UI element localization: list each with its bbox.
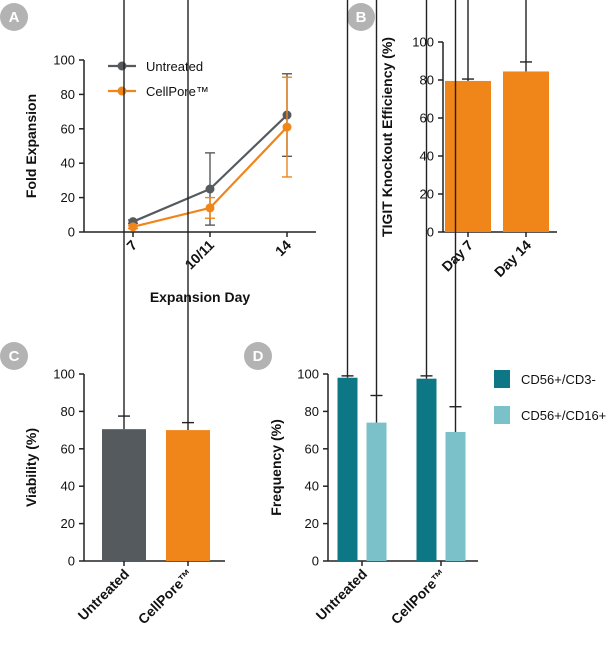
- bar-d: [366, 422, 387, 561]
- y-tick-label-c: 20: [61, 516, 75, 531]
- legend-swatch-marker-a: [117, 86, 127, 96]
- panel-badge-a: [0, 3, 28, 31]
- x-tick-label-b: Day 14: [491, 237, 534, 280]
- y-axis-title-c: Viability (%): [23, 428, 39, 507]
- y-axis-title-b: TIGIT Knockout Efficiency (%): [379, 37, 395, 237]
- y-tick-label-a: 80: [61, 87, 75, 102]
- data-point-a: [128, 222, 138, 232]
- panel-badge-c: [0, 342, 28, 370]
- y-tick-label-a: 0: [68, 225, 75, 240]
- y-tick-label-c: 60: [61, 441, 75, 456]
- legend-swatch-d: [494, 406, 510, 424]
- x-tick-label-d: Untreated: [313, 566, 371, 624]
- bar-c: [102, 429, 146, 561]
- panel-letter-a: A: [9, 9, 20, 26]
- panel-d: D 0 20 40 60 80 100 Frequency (%) Untreated CellP…: [244, 0, 606, 627]
- legend-label-d: CD56+/CD3-: [521, 372, 596, 387]
- panel-letter-d: D: [253, 348, 264, 365]
- bar-d: [445, 431, 466, 561]
- y-tick-label-d: 60: [305, 441, 319, 456]
- x-tick-label-d: CellPore™: [388, 566, 449, 627]
- x-tick-label-b: Day 7: [438, 237, 476, 275]
- x-tick-label-c: CellPore™: [135, 566, 196, 627]
- bar-c: [166, 430, 210, 561]
- y-tick-label-d: 80: [305, 404, 319, 419]
- panel-b: B020406080100TIGIT Knockout Efficiency (…: [347, 0, 557, 280]
- data-point-a: [205, 203, 215, 213]
- y-tick-label-b: 0: [427, 225, 434, 240]
- y-tick-label-d: 40: [305, 479, 319, 494]
- x-axis-title-a: Expansion Day: [150, 289, 251, 305]
- x-tick-label-a: 14: [272, 237, 294, 259]
- y-tick-label-c: 80: [61, 404, 75, 419]
- legend-swatch-marker-a: [117, 61, 127, 71]
- y-tick-label-a: 20: [61, 190, 75, 205]
- y-tick-label-d: 20: [305, 516, 319, 531]
- panel-a: A 0 20 40 60 80 100 Fold Expansion 7 10/11 14 Expan…: [0, 3, 316, 305]
- y-tick-label-d: 100: [297, 367, 319, 382]
- panel-letter-c: C: [9, 348, 20, 365]
- data-point-a: [205, 184, 215, 194]
- y-tick-label-c: 0: [68, 554, 75, 569]
- bar-d: [416, 378, 437, 561]
- legend-label-d: CD56+/CD16+: [521, 408, 606, 423]
- legend-swatch-d: [494, 370, 510, 388]
- y-tick-label-a: 100: [53, 53, 75, 68]
- legend-label-a: Untreated: [146, 59, 203, 74]
- bar-b: [503, 71, 549, 232]
- legend-label-a: CellPore™: [146, 84, 209, 99]
- x-tick-label-a: 10/11: [182, 237, 218, 273]
- panel-badge-b: [347, 3, 375, 31]
- data-point-a: [282, 122, 292, 132]
- x-tick-label-a: 7: [123, 237, 140, 254]
- y-axis-title-d: Frequency (%): [268, 419, 284, 515]
- bar-d: [337, 377, 358, 561]
- y-tick-label-b: 100: [412, 35, 434, 50]
- y-tick-label-c: 40: [61, 479, 75, 494]
- panel-letter-b: B: [356, 9, 367, 26]
- y-tick-label-d: 0: [312, 554, 319, 569]
- x-tick-label-c: Untreated: [75, 566, 133, 624]
- y-tick-label-a: 40: [61, 156, 75, 171]
- y-tick-label-c: 100: [53, 367, 75, 382]
- bar-b: [445, 80, 491, 232]
- y-tick-label-a: 60: [61, 121, 75, 136]
- panel-badge-d: [244, 342, 272, 370]
- y-axis-title-a: Fold Expansion: [23, 94, 39, 198]
